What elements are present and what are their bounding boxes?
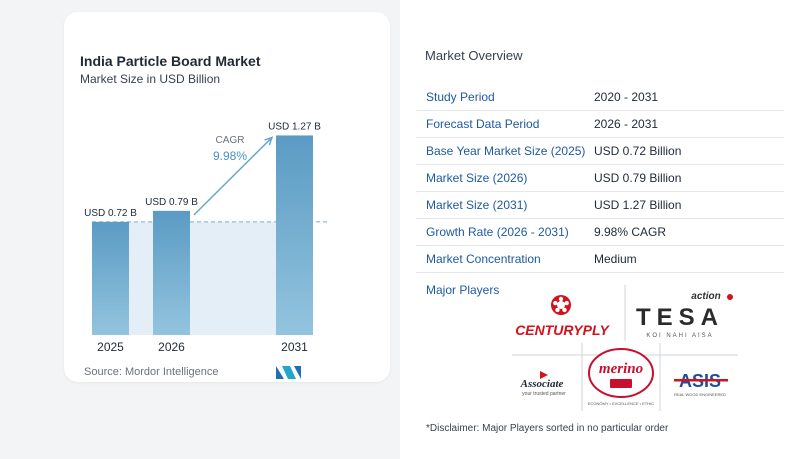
row-value: 9.98% CAGR (594, 225, 667, 239)
bar-2026 (153, 210, 190, 335)
tesa-action-text: action (691, 291, 720, 302)
x-tick-label-2025: 2025 (97, 340, 124, 354)
centuryply-logo: CENTURYPLY (515, 295, 610, 338)
associate-logo: Associate your trusted partner (520, 371, 566, 397)
cagr-label: CAGR (216, 135, 245, 146)
centuryply-text: CENTURYPLY (515, 322, 610, 338)
overview-title: Market Overview (425, 48, 523, 63)
overview-table: Study Period 2020 - 2031 Forecast Data Pe… (416, 84, 784, 273)
table-row: Market Size (2031) USD 1.27 Billion (416, 192, 784, 219)
row-key: Market Concentration (426, 252, 541, 266)
row-value: USD 1.27 Billion (594, 198, 682, 212)
row-value: Medium (594, 252, 637, 266)
asis-logo: ASIS REAL WOOD ENGINEERED (674, 371, 728, 397)
row-value: 2026 - 2031 (594, 117, 659, 131)
centuryply-flower-icon (551, 295, 571, 315)
chart-source: Source: Mordor Intelligence (84, 366, 219, 378)
row-key: Base Year Market Size (2025) (426, 144, 586, 158)
mordor-intelligence-logo-icon (276, 366, 301, 379)
table-row: Forecast Data Period 2026 - 2031 (416, 111, 784, 138)
associate-tagline: your trusted partner (522, 391, 566, 397)
row-value: USD 0.79 Billion (594, 171, 682, 185)
major-players-label: Major Players (426, 283, 500, 297)
tesa-tagline: KOI NAHI AISA (646, 333, 713, 339)
disclaimer: *Disclaimer: Major Players sorted in no … (426, 423, 669, 434)
associate-arrow-icon (540, 371, 548, 379)
bar-2025 (92, 221, 129, 335)
data-label-2031: USD 1.27 B (268, 121, 321, 132)
tesa-logo: action TESA KOI NAHI AISA (636, 291, 733, 339)
row-key: Market Size (2026) (426, 171, 528, 185)
asis-tagline: REAL WOOD ENGINEERED (674, 392, 726, 397)
merino-badge-icon (610, 379, 632, 388)
row-key: Market Size (2031) (426, 198, 528, 212)
row-value: 2020 - 2031 (594, 90, 659, 104)
tesa-dot-icon (727, 294, 733, 300)
table-row: Growth Rate (2026 - 2031) 9.98% CAGR (416, 219, 784, 246)
row-key: Forecast Data Period (426, 117, 540, 131)
merino-tagline: ECONOMY • EXCELLENCE • ETHIC (588, 401, 654, 406)
bar-2031 (276, 135, 313, 335)
data-label-2025: USD 0.72 B (84, 208, 137, 219)
market-overview-panel: Market Overview Study Period 2020 - 2031 … (400, 0, 800, 459)
merino-logo: merino ECONOMY • EXCELLENCE • ETHIC (588, 348, 654, 406)
x-tick-label-2026: 2026 (158, 340, 185, 354)
tesa-text: TESA (636, 304, 724, 331)
chart-card: USD 0.72 B 2025 USD 0.79 B 2026 USD 1.27 B 20… (64, 12, 390, 382)
chart-title: India Particle Board Market (80, 53, 261, 69)
merino-text: merino (599, 361, 643, 377)
table-row: Market Size (2026) USD 0.79 Billion (416, 165, 784, 192)
table-row: Market Concentration Medium (416, 246, 784, 273)
chart-subtitle: Market Size in USD Billion (80, 72, 221, 86)
cagr-value: 9.98% (213, 149, 247, 163)
x-tick-label-2031: 2031 (281, 340, 308, 354)
row-key: Growth Rate (2026 - 2031) (426, 225, 569, 239)
table-row: Study Period 2020 - 2031 (416, 84, 784, 111)
row-key: Study Period (426, 90, 495, 104)
row-value: USD 0.72 Billion (594, 144, 682, 158)
asis-stripe-icon (674, 379, 728, 382)
data-label-2026: USD 0.79 B (145, 197, 198, 208)
table-row: Base Year Market Size (2025) USD 0.72 Bil… (416, 138, 784, 165)
associate-text: Associate (520, 378, 564, 390)
cagr-arrow-head-icon (264, 136, 274, 146)
bar-chart: USD 0.72 B 2025 USD 0.79 B 2026 USD 1.27 B 20… (84, 121, 328, 354)
major-players-logos: CENTURYPLY action TESA KOI NAHI AISA Ass… (512, 285, 738, 411)
cagr-arrow-line (193, 136, 273, 216)
